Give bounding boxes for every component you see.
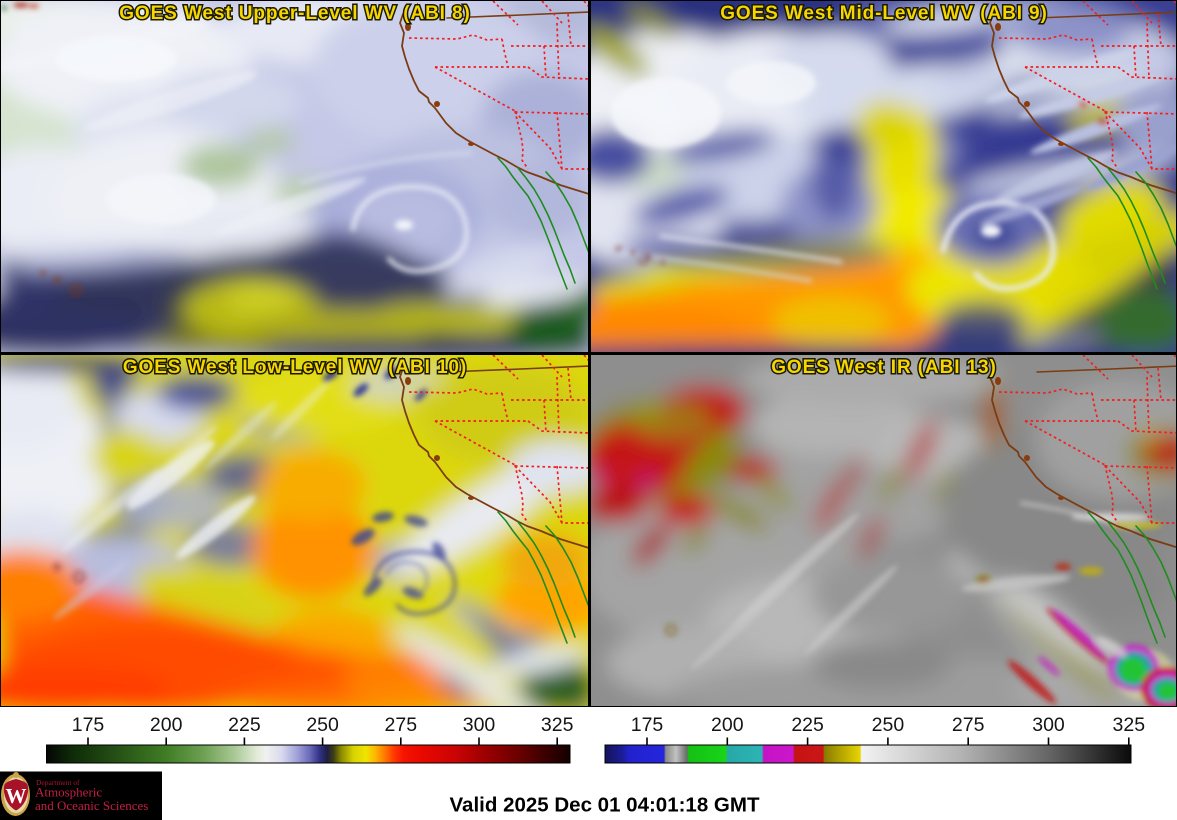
svg-text:and Oceanic Sciences: and Oceanic Sciences [35,798,148,813]
svg-text:GOES West Mid-Level WV (ABI 9): GOES West Mid-Level WV (ABI 9) [720,3,1048,24]
svg-text:GOES West Upper-Level WV (ABI: GOES West Upper-Level WV (ABI 8) [119,3,471,24]
svg-text:225: 225 [228,714,261,736]
svg-text:225: 225 [791,714,824,736]
svg-text:275: 275 [385,714,418,736]
svg-text:275: 275 [952,714,985,736]
svg-text:Atmospheric: Atmospheric [35,785,102,800]
svg-text:200: 200 [711,714,744,736]
svg-text:GOES West Low-Level WV (ABI 10: GOES West Low-Level WV (ABI 10) [123,357,467,378]
svg-text:175: 175 [72,714,105,736]
svg-text:200: 200 [150,714,183,736]
svg-text:Valid 2025 Dec 01 04:01:18 GMT: Valid 2025 Dec 01 04:01:18 GMT [450,794,760,817]
svg-text:W: W [6,784,27,808]
svg-text:GOES West IR (ABI 13): GOES West IR (ABI 13) [771,357,996,378]
svg-text:175: 175 [631,714,664,736]
svg-text:250: 250 [872,714,905,736]
svg-text:300: 300 [463,714,496,736]
svg-text:325: 325 [1113,714,1146,736]
svg-text:250: 250 [306,714,339,736]
svg-text:300: 300 [1032,714,1065,736]
svg-text:Department of: Department of [36,778,80,787]
svg-text:325: 325 [541,714,574,736]
